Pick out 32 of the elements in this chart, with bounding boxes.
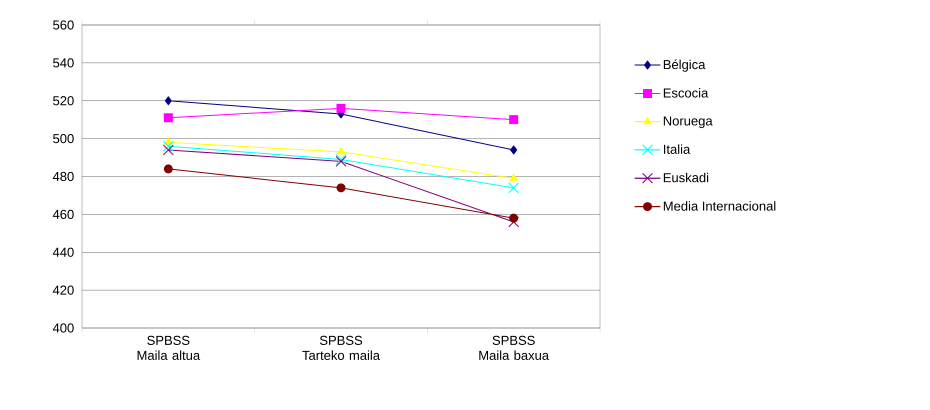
point xyxy=(164,113,173,122)
point xyxy=(164,164,173,174)
x-tick-label: SPBSS Tarteko maila xyxy=(302,336,380,360)
legend-label: Euskadi xyxy=(664,172,708,182)
point xyxy=(162,144,174,156)
x-tick-label: SPBSS Maila baxua xyxy=(479,336,550,360)
point xyxy=(509,115,518,124)
legend-label: Bélgica xyxy=(664,59,706,72)
y-tick-label: 520 xyxy=(53,96,74,106)
y-tick-label: 440 xyxy=(52,248,74,257)
y-tick-label: 560 xyxy=(53,20,74,30)
y-tick-label: 400 xyxy=(52,323,74,333)
point xyxy=(508,216,520,228)
legend-label: Italia xyxy=(664,144,690,154)
x-tick-label: SPBSS Maila altua xyxy=(138,336,200,360)
point xyxy=(337,147,345,154)
point xyxy=(336,104,346,113)
legend-label: Escocia xyxy=(664,88,708,98)
point xyxy=(162,140,174,152)
y-tick-label: 540 xyxy=(53,58,74,68)
y-tick-label: 500 xyxy=(53,134,74,144)
point xyxy=(336,183,346,192)
point xyxy=(510,174,518,181)
y-tick-label: 460 xyxy=(52,210,74,219)
legend-label: Media Internacional xyxy=(664,201,776,211)
y-tick-label: 420 xyxy=(52,286,74,295)
point xyxy=(509,214,518,223)
point xyxy=(510,145,518,154)
legend-label: Noruega xyxy=(664,116,713,128)
point xyxy=(508,182,520,194)
y-tick-label: 480 xyxy=(52,172,74,182)
point xyxy=(164,96,172,106)
